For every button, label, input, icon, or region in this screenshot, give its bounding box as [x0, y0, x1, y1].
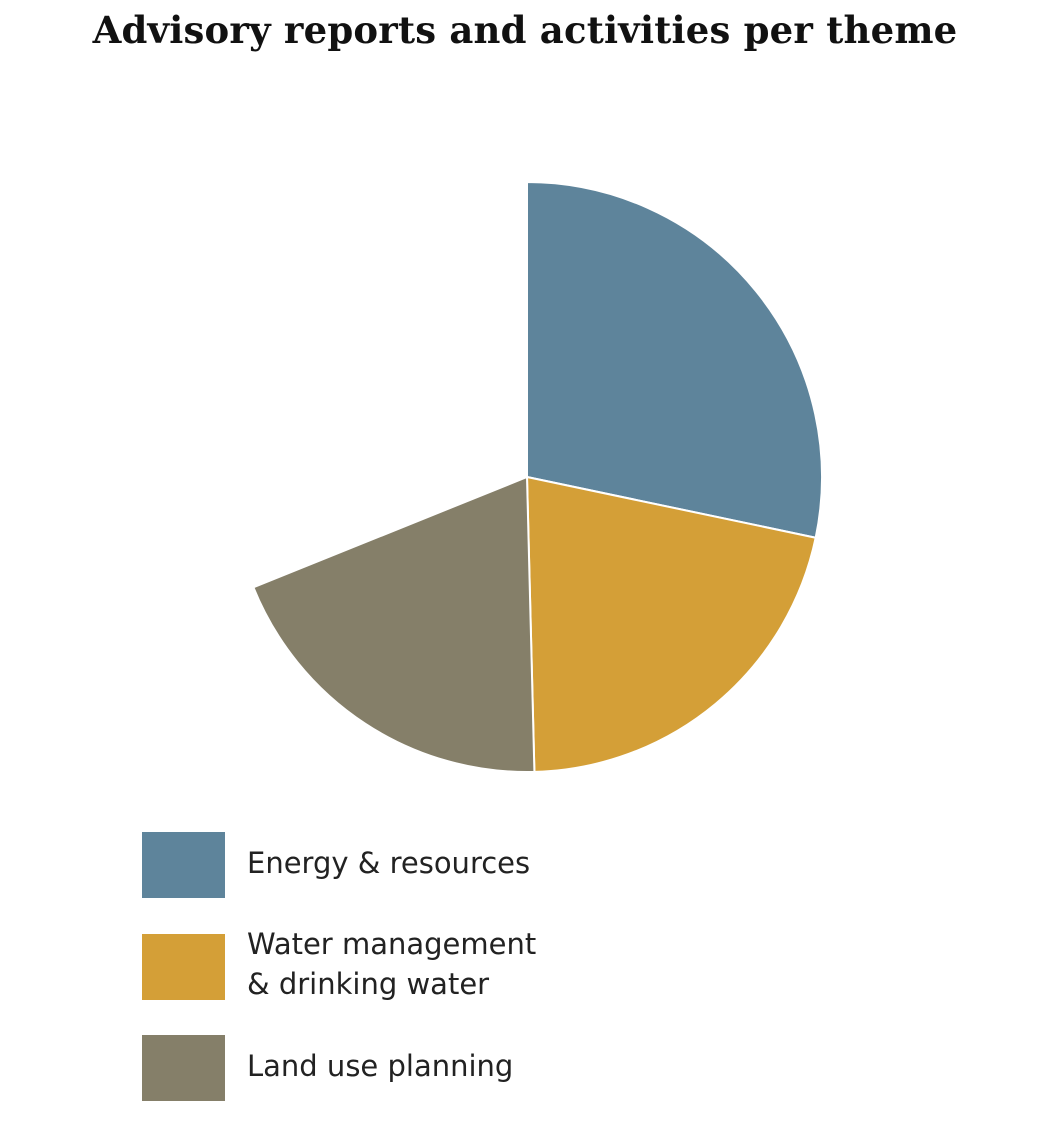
- legend-swatch-land: [142, 1035, 225, 1101]
- pie-slice-water: [526, 476, 817, 773]
- legend-label-water: Water management & drinking water: [247, 927, 537, 1001]
- pie-slice-energy: [526, 181, 823, 539]
- legend-label-energy: Energy & resources: [247, 846, 531, 880]
- chart-title: Advisory reports and activities per them…: [92, 8, 958, 52]
- legend-swatch-water: [142, 934, 225, 1000]
- legend-swatch-energy: [142, 832, 225, 898]
- pie-slice-land: [252, 476, 536, 773]
- legend-label-land: Land use planning: [247, 1049, 514, 1083]
